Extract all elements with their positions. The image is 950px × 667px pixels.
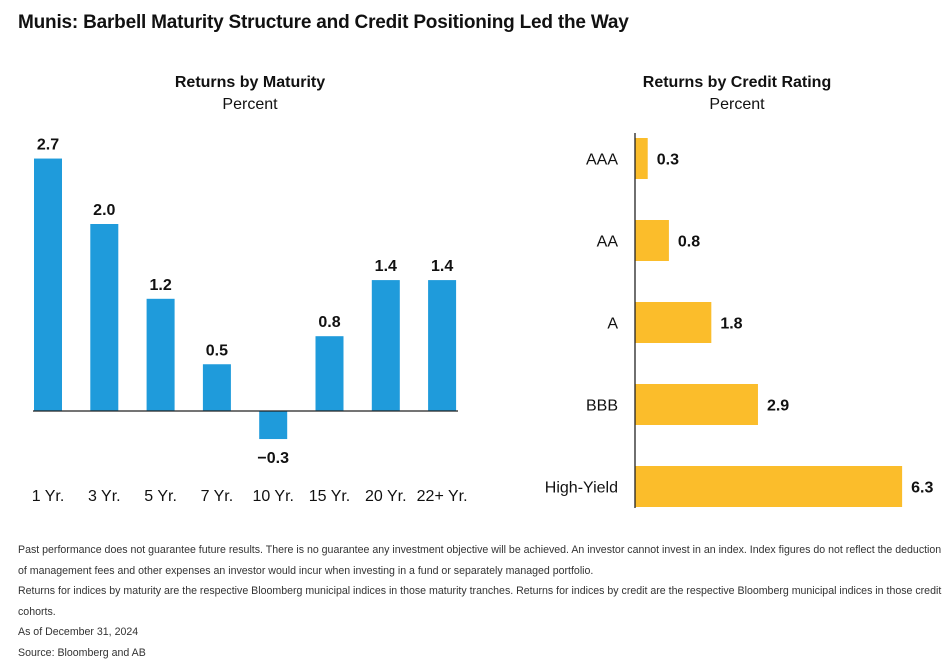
credit-tick-label: BBB: [586, 398, 618, 415]
maturity-tick-label: 3 Yr.: [88, 488, 121, 505]
credit-tick-label: AA: [597, 234, 619, 251]
credit-tick-label: A: [607, 316, 618, 333]
maturity-bar: [428, 280, 457, 411]
maturity-value-label: 2.7: [37, 137, 59, 154]
maturity-bar: [371, 280, 400, 411]
indices-note: Returns for indices by maturity are the …: [18, 585, 942, 618]
as-of-note: As of December 31, 2024: [18, 626, 139, 638]
disclaimer-note: Past performance does not guarantee futu…: [18, 544, 942, 577]
maturity-value-label: 0.8: [318, 314, 340, 331]
source-note: Source: Bloomberg and AB: [18, 646, 146, 659]
maturity-value-label: 2.0: [93, 202, 115, 219]
credit-value-label: 0.3: [657, 152, 679, 169]
maturity-bar: [34, 158, 62, 411]
maturity-bar: [202, 364, 231, 411]
maturity-value-label: 0.5: [206, 342, 228, 359]
credit-chart-subtitle: Percent: [709, 96, 765, 113]
credit-tick-label: AAA: [586, 152, 618, 169]
credit-chart-title: Returns by Credit Rating: [642, 74, 832, 91]
maturity-bar: [146, 298, 175, 411]
maturity-tick-label: 10 Yr.: [252, 488, 294, 505]
maturity-tick-label: 5 Yr.: [144, 488, 177, 505]
credit-value-label: 1.8: [720, 316, 742, 333]
credit-tick-label: High-Yield: [545, 480, 618, 497]
maturity-bar: [90, 224, 119, 411]
maturity-tick-label: 1 Yr.: [32, 488, 65, 505]
credit-value-label: 2.9: [767, 398, 789, 415]
credit-value-label: 6.3: [911, 480, 933, 497]
maturity-chart-title: Returns by Maturity: [174, 74, 326, 91]
credit-bar: [635, 466, 903, 507]
maturity-tick-label: 20 Yr.: [365, 488, 407, 505]
maturity-value-label: 1.4: [431, 258, 453, 275]
maturity-chart-subtitle: Percent: [222, 96, 278, 113]
credit-bar: [635, 220, 669, 261]
maturity-tick-label: 15 Yr.: [309, 488, 351, 505]
credit-bar: [635, 138, 648, 179]
maturity-bar: [315, 336, 344, 411]
credit-bar: [635, 302, 712, 343]
maturity-bar: [259, 411, 288, 440]
maturity-value-label: 1.4: [375, 258, 397, 275]
footnotes: Past performance does not guarantee futu…: [18, 540, 948, 663]
maturity-tick-label: 7 Yr.: [201, 488, 234, 505]
credit-bar: [635, 384, 758, 425]
page-title: Munis: Barbell Maturity Structure and Cr…: [18, 12, 629, 33]
credit-value-label: 0.8: [678, 234, 700, 251]
maturity-value-label: −0.3: [257, 450, 289, 467]
maturity-value-label: 1.2: [149, 277, 171, 294]
maturity-tick-label: 22+ Yr.: [417, 488, 468, 505]
